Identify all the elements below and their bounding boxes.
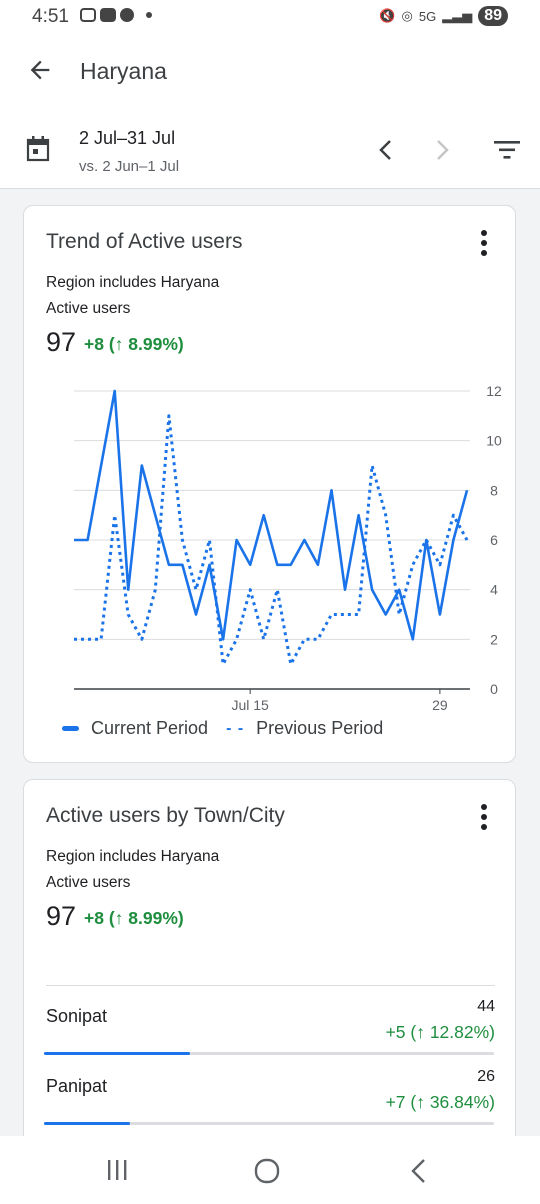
city-value: 44 <box>477 998 495 1015</box>
legend-current-label[interactable]: Current Period <box>91 718 209 738</box>
metric-delta: +8 (↑ 8.99%) <box>84 334 184 354</box>
page-title: Haryana <box>80 58 167 84</box>
y-tick-label: 2 <box>490 631 498 647</box>
y-tick-label: 0 <box>490 681 498 697</box>
app-bar: Haryana <box>0 34 540 112</box>
metric-label: Active users <box>46 874 131 891</box>
comparison-range-label: vs. 2 Jun–1 Jul <box>79 158 180 175</box>
x-tick-label: 29 <box>432 697 448 713</box>
region-filter-label: Region includes Haryana <box>46 274 220 291</box>
filter-icon[interactable] <box>494 138 520 162</box>
city-share-fill <box>44 1052 190 1055</box>
metric-value: 97 <box>46 901 77 931</box>
previous-period-chevron-icon[interactable] <box>376 138 396 162</box>
region-filter-label: Region includes Haryana <box>46 848 220 865</box>
city-name: Panipat <box>46 1076 108 1096</box>
network-type: 5G <box>418 8 437 24</box>
metric-value: 97 <box>46 327 77 357</box>
active-users-trend-chart: 0 2 4 6 8 10 12 Jul 15 29 <box>74 383 502 713</box>
city-share-fill <box>44 1122 130 1125</box>
city-share-bar <box>44 1122 494 1125</box>
table-divider <box>46 985 495 986</box>
calendar-icon[interactable] <box>26 136 50 162</box>
y-tick-label: 12 <box>486 383 502 399</box>
metric-delta: +8 (↑ 8.99%) <box>84 908 184 928</box>
system-icons: 🔇 ◎ 5G ▂▃▅ 89 <box>379 6 508 26</box>
mute-icon: 🔇 <box>379 8 396 23</box>
metric-label: Active users <box>46 300 131 317</box>
youtube-notification-icon <box>100 8 116 22</box>
next-period-chevron-icon[interactable] <box>432 138 452 162</box>
legend-current-swatch <box>62 726 79 731</box>
y-tick-label: 4 <box>490 582 498 598</box>
previous-period-series-line <box>74 414 469 666</box>
home-icon[interactable] <box>254 1158 280 1184</box>
more-notifications-icon <box>146 12 152 18</box>
back-arrow-icon[interactable] <box>26 56 54 84</box>
y-tick-label: 8 <box>490 482 498 498</box>
city-row[interactable]: Sonipat 44 +5 (↑ 12.82%) <box>24 988 517 1058</box>
legend-previous-label[interactable]: Previous Period <box>256 718 384 738</box>
recent-apps-icon[interactable] <box>106 1158 128 1182</box>
status-time: 4:51 <box>32 6 69 27</box>
x-tick-label: Jul 15 <box>231 697 269 713</box>
gallery-notification-icon <box>80 8 96 22</box>
date-range-label[interactable]: 2 Jul–31 Jul <box>79 128 176 148</box>
city-card-more-icon[interactable] <box>481 804 487 830</box>
signal-icon: ▂▃▅ <box>442 8 473 23</box>
trend-card-more-icon[interactable] <box>481 230 487 256</box>
date-range-bar: 2 Jul–31 Jul vs. 2 Jun–1 Jul <box>0 112 540 189</box>
notification-icons <box>80 8 152 22</box>
legend-previous-swatch: - - <box>226 719 245 737</box>
city-card: Active users by Town/City Region include… <box>23 779 516 1139</box>
current-period-series-line <box>74 389 469 641</box>
city-delta: +5 (↑ 12.82%) <box>385 1022 495 1042</box>
back-icon[interactable] <box>408 1158 428 1184</box>
trend-card: Trend of Active users Region includes Ha… <box>23 205 516 763</box>
trend-card-title: Trend of Active users <box>46 230 243 253</box>
city-card-title: Active users by Town/City <box>46 804 285 827</box>
battery-indicator: 89 <box>478 6 508 26</box>
chart-legend: Current Period - - Previous Period <box>62 718 383 739</box>
city-name: Sonipat <box>46 1006 108 1026</box>
city-row[interactable]: Panipat 26 +7 (↑ 36.84%) <box>24 1058 517 1128</box>
city-value: 26 <box>477 1068 495 1085</box>
status-bar: 4:51 🔇 ◎ 5G ▂▃▅ 89 <box>0 0 540 34</box>
city-share-bar <box>44 1052 494 1055</box>
city-delta: +7 (↑ 36.84%) <box>385 1092 495 1112</box>
wifi-icon: ◎ <box>401 8 413 23</box>
y-tick-label: 6 <box>490 532 498 548</box>
app-notification-icon <box>120 8 134 22</box>
y-tick-label: 10 <box>486 433 502 449</box>
system-navigation-bar <box>0 1136 540 1204</box>
